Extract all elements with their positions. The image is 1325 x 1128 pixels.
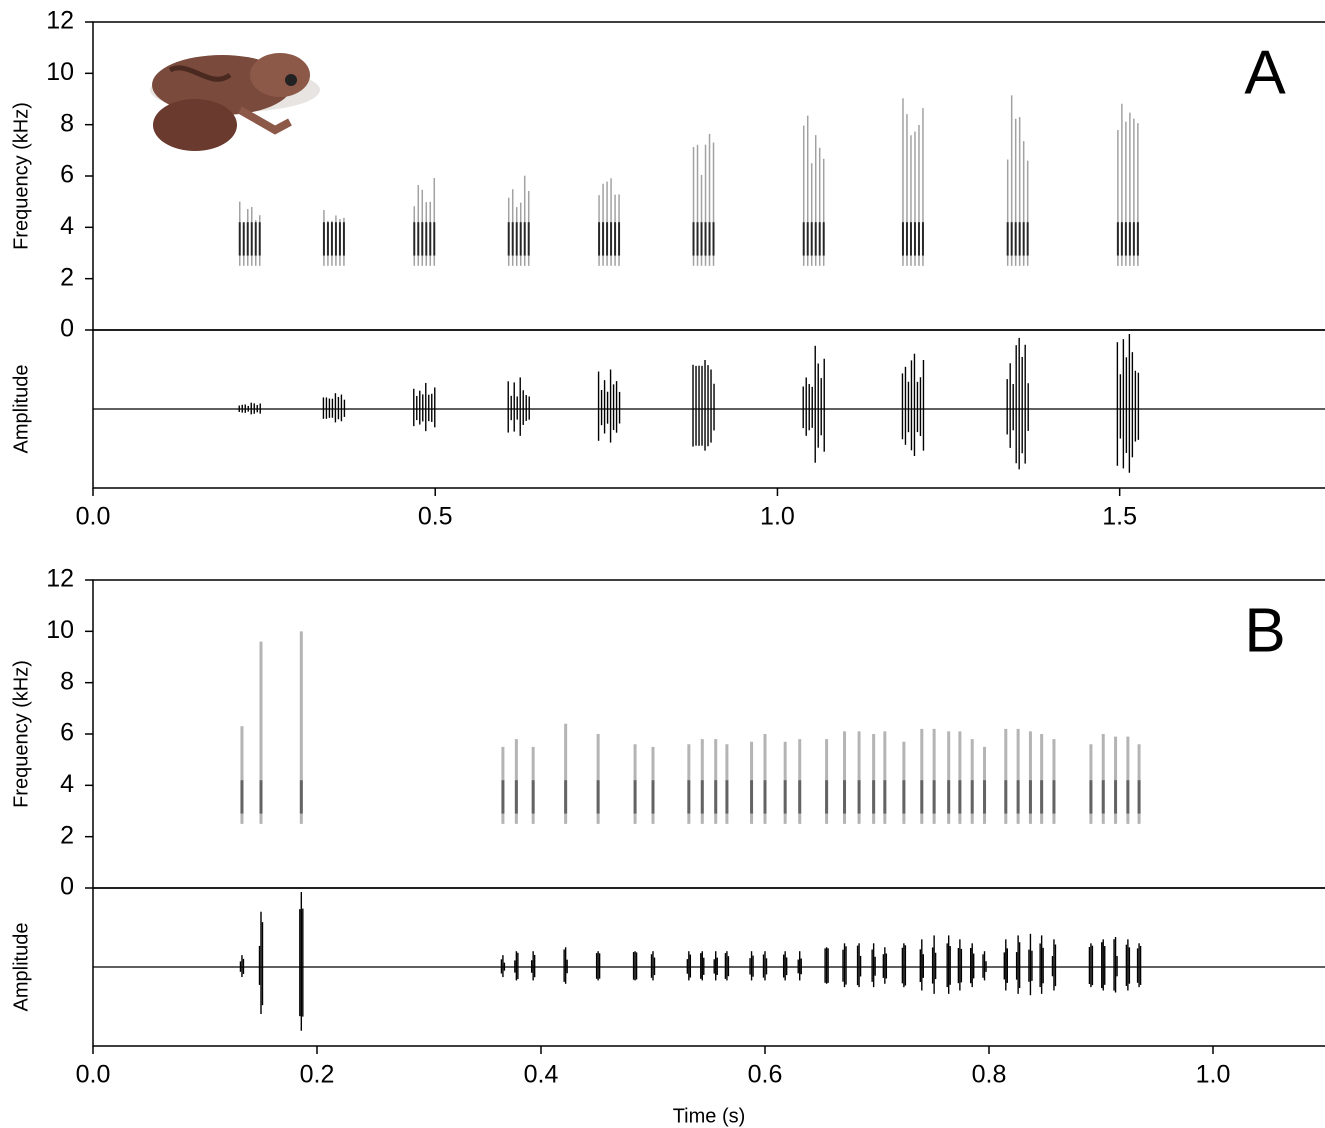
y-tick-label: 12: [46, 565, 74, 593]
note-wave: [957, 939, 963, 991]
note-wave: [970, 943, 975, 988]
note: [1006, 95, 1029, 266]
note-wave: [500, 955, 506, 978]
x-tick-label: 1.5: [1102, 503, 1137, 531]
y-tick-label: 12: [46, 7, 74, 35]
note-wave: [239, 955, 245, 978]
y-tick-label: 10: [46, 616, 74, 644]
note-wave: [931, 935, 937, 994]
x-tick-label: 0.0: [76, 503, 111, 531]
x-tick-label: 1.0: [1196, 1061, 1231, 1089]
frog-photo: [150, 53, 320, 151]
y-axis-label: Amplitude: [10, 923, 32, 1012]
x-tick-label: 0.6: [748, 1061, 783, 1089]
note-wave: [299, 891, 304, 1031]
x-tick-label: 0.4: [524, 1061, 559, 1089]
note: [1116, 103, 1139, 266]
note-wave: [724, 951, 730, 981]
y-axis-label: Frequency (kHz): [10, 660, 32, 808]
y-tick-label: 0: [60, 873, 74, 901]
note: [802, 115, 825, 266]
note-wave: [530, 951, 536, 981]
note-wave: [856, 943, 862, 988]
y-tick-label: 4: [60, 212, 74, 240]
note-wave: [871, 943, 876, 988]
note-wave: [258, 911, 264, 1015]
note-wave: [901, 943, 907, 988]
x-tick-label: 0.8: [972, 1061, 1007, 1089]
note-wave: [322, 393, 346, 423]
y-tick-label: 2: [60, 263, 74, 291]
note-wave: [824, 947, 829, 984]
note: [413, 177, 436, 266]
note-wave: [713, 951, 718, 981]
note-wave: [982, 951, 987, 981]
note-wave: [595, 951, 601, 981]
y-axis-label: Frequency (kHz): [10, 102, 32, 250]
note: [598, 178, 621, 266]
x-tick-label: 1.0: [760, 503, 795, 531]
note-wave: [413, 382, 436, 432]
note-wave: [1113, 936, 1118, 993]
x-tick-label: 0.2: [300, 1061, 335, 1089]
plot-frame: [92, 579, 1325, 889]
y-tick-label: 0: [60, 315, 74, 343]
note-wave: [238, 402, 261, 415]
x-axis-label: Time (s): [673, 1105, 746, 1127]
x-tick-label: 0.5: [418, 503, 453, 531]
note-wave: [762, 951, 768, 981]
note: [322, 210, 345, 266]
note-wave: [1028, 933, 1033, 996]
note-wave: [1051, 939, 1057, 991]
note-wave: [507, 377, 530, 436]
note: [901, 98, 924, 266]
x-tick-label: 0.0: [76, 1061, 111, 1089]
y-axis-label: Amplitude: [10, 365, 32, 454]
y-tick-label: 10: [46, 58, 74, 86]
note-wave: [797, 951, 802, 981]
note: [507, 175, 530, 266]
note-wave: [882, 947, 888, 984]
panel-label: A: [1244, 38, 1286, 107]
note-wave: [919, 939, 924, 991]
note-wave: [1039, 935, 1044, 994]
note-wave: [632, 951, 638, 981]
note: [238, 201, 261, 266]
note-wave: [1003, 939, 1008, 991]
note-wave: [782, 951, 788, 981]
note-wave: [1116, 333, 1140, 473]
note-wave: [946, 935, 951, 994]
note-wave: [749, 951, 754, 981]
note-wave: [1006, 337, 1029, 470]
y-tick-label: 2: [60, 821, 74, 849]
note-wave: [802, 345, 825, 463]
panel-label: B: [1244, 596, 1285, 665]
note-wave: [686, 951, 692, 981]
note-wave: [514, 951, 519, 981]
y-tick-label: 8: [60, 109, 74, 137]
note-wave: [1101, 939, 1106, 991]
note-wave: [597, 369, 621, 443]
y-tick-label: 8: [60, 667, 74, 695]
note-wave: [1136, 943, 1142, 988]
y-tick-label: 6: [60, 161, 74, 189]
note-wave: [842, 943, 847, 988]
note-wave: [650, 951, 656, 981]
note-wave: [700, 951, 705, 981]
note: [692, 133, 715, 266]
note-wave: [1088, 943, 1094, 988]
note-wave: [901, 353, 925, 457]
note-wave: [692, 360, 715, 451]
note-wave: [1125, 939, 1131, 991]
note-wave: [563, 947, 568, 984]
y-tick-label: 6: [60, 719, 74, 747]
y-tick-label: 4: [60, 770, 74, 798]
note-wave: [1015, 935, 1021, 994]
